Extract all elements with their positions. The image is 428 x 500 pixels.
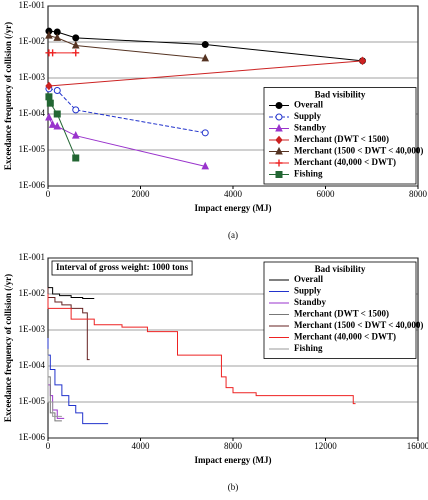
x-tick-label: 2000 xyxy=(132,189,151,199)
x-tick-label: 8000 xyxy=(409,189,428,199)
y-tick-label: 1E-001 xyxy=(19,0,46,10)
marker xyxy=(275,159,283,167)
marker xyxy=(72,34,80,42)
series-line xyxy=(47,355,62,417)
marker xyxy=(275,123,283,132)
x-tick-label: 4000 xyxy=(224,189,243,199)
marker xyxy=(53,121,62,130)
series-line xyxy=(47,287,90,361)
y-tick-label: 1E-005 xyxy=(19,396,46,406)
y-tick-label: 1E-003 xyxy=(19,324,46,334)
marker xyxy=(275,146,283,155)
marker xyxy=(201,53,210,62)
x-tick-label: 6000 xyxy=(317,189,336,199)
marker xyxy=(48,120,57,128)
y-tick-label: 1E-006 xyxy=(19,432,46,442)
x-tick-label: 8000 xyxy=(224,441,243,451)
series-line xyxy=(48,35,206,59)
x-axis-label: Impact energy (MJ) xyxy=(195,455,272,465)
legend-label: Merchant (1500 < DWT < 40,000) xyxy=(294,320,423,330)
y-tick-label: 1E-006 xyxy=(19,180,46,190)
legend-label: Supply xyxy=(294,111,322,121)
legend-label: Supply xyxy=(294,286,322,296)
y-tick-label: 1E-001 xyxy=(19,252,46,262)
y-tick-label: 1E-002 xyxy=(19,36,46,46)
legend-label: Fishing xyxy=(294,343,323,353)
x-tick-label: 16000 xyxy=(407,441,428,451)
marker xyxy=(275,171,283,178)
x-tick-label: 0 xyxy=(46,441,51,451)
series-line xyxy=(48,60,363,87)
legend-title: Bad visibility xyxy=(315,90,366,100)
series-line xyxy=(47,294,356,405)
marker xyxy=(201,41,209,49)
legend-label: Fishing xyxy=(294,169,323,179)
marker xyxy=(358,56,367,66)
legend-label: Merchant (40,000 < DWT) xyxy=(294,157,396,167)
legend-box xyxy=(263,261,417,359)
marker xyxy=(45,93,53,101)
marker xyxy=(71,131,80,139)
marker xyxy=(201,129,209,137)
series-line xyxy=(47,337,109,425)
legend-label: Merchant (40,000 < DWT) xyxy=(294,332,396,342)
series-line xyxy=(47,279,95,299)
caption: (b) xyxy=(228,482,239,492)
y-tick-label: 1E-005 xyxy=(19,144,46,154)
y-tick-label: 1E-003 xyxy=(19,72,46,82)
y-axis-label: Exceedance frequency of collision (/yr) xyxy=(3,22,13,170)
legend-label: Merchant (DWT < 1500) xyxy=(294,134,389,144)
y-axis-label: Exceedance frequency of collision (/yr) xyxy=(3,274,13,422)
series-line xyxy=(48,88,206,134)
marker xyxy=(71,40,80,49)
y-tick-label: 1E-004 xyxy=(19,360,46,370)
legend-label: Overall xyxy=(294,274,323,284)
x-tick-label: 4000 xyxy=(132,441,151,451)
marker xyxy=(72,49,80,57)
marker xyxy=(45,112,53,121)
legend-box xyxy=(263,87,417,185)
legend-label: Overall xyxy=(294,100,323,110)
marker xyxy=(72,106,80,114)
marker xyxy=(201,161,210,170)
marker xyxy=(45,31,53,39)
x-tick-label: 12000 xyxy=(314,441,337,451)
caption: (a) xyxy=(228,230,238,240)
y-tick-label: 1E-002 xyxy=(19,288,46,298)
marker xyxy=(53,33,62,41)
marker xyxy=(275,102,283,109)
legend-label: Merchant (DWT < 1500) xyxy=(294,309,389,319)
marker xyxy=(45,81,53,91)
annotation: Interval of gross weight: 1000 tons xyxy=(56,262,189,272)
x-axis-label: Impact energy (MJ) xyxy=(195,203,272,213)
marker xyxy=(275,135,283,145)
legend-label: Standby xyxy=(294,123,327,133)
annotation-box xyxy=(51,260,193,276)
legend-title: Bad visibility xyxy=(315,264,366,274)
marker xyxy=(72,154,80,162)
x-tick-label: 0 xyxy=(46,189,51,199)
legend-label: Merchant (1500 < DWT < 40,000) xyxy=(294,146,423,156)
marker xyxy=(53,86,61,94)
legend-label: Standby xyxy=(294,297,327,307)
marker xyxy=(49,49,57,57)
y-tick-label: 1E-004 xyxy=(19,108,46,118)
marker xyxy=(46,99,54,107)
marker xyxy=(275,113,283,121)
marker xyxy=(53,110,61,118)
